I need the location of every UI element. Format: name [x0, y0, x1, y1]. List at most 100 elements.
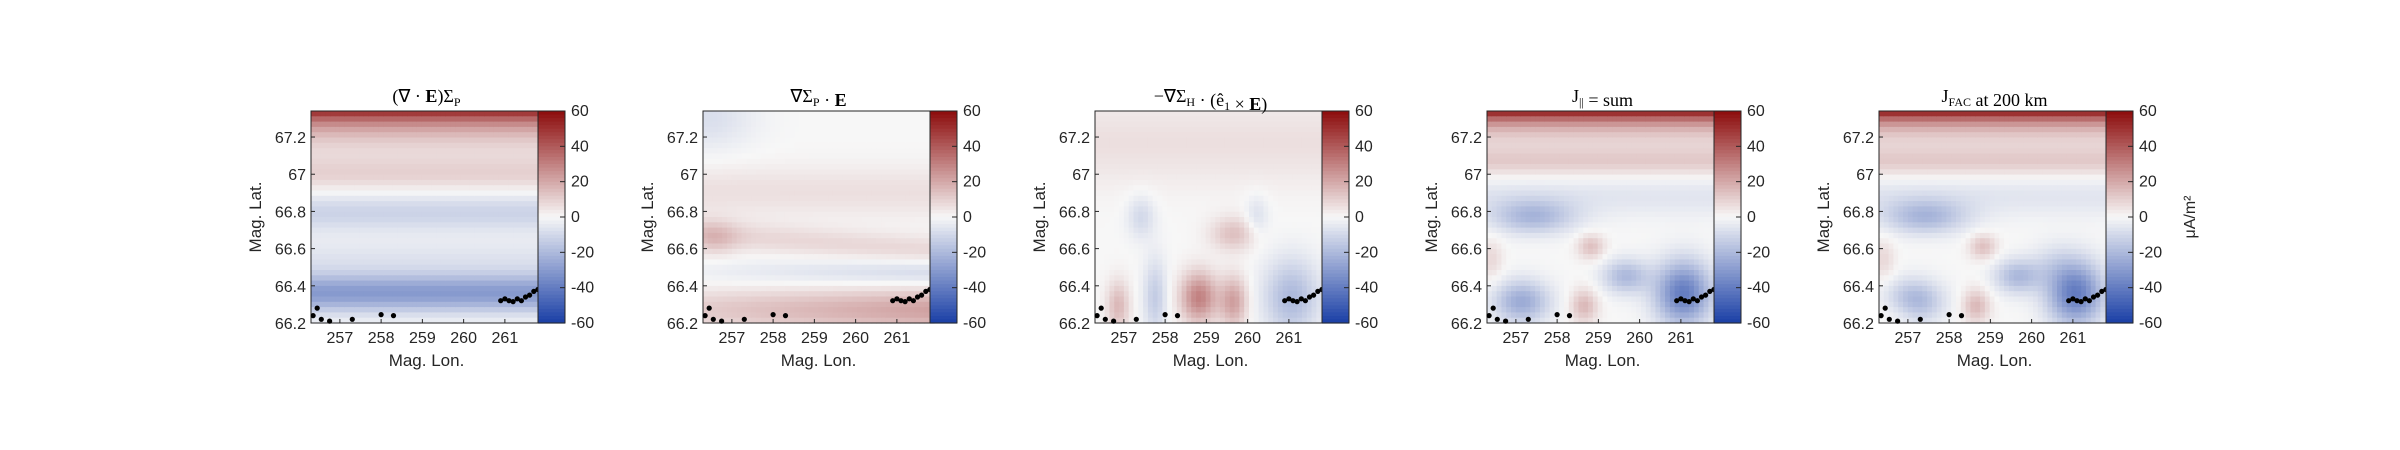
heatmap-cell: [712, 142, 719, 149]
heatmap-cell: [1123, 248, 1130, 255]
heatmap-cell: [703, 211, 709, 218]
heatmap-cell: [325, 126, 331, 133]
heatmap-cell: [823, 158, 829, 165]
heatmap-cell: [402, 190, 408, 197]
heatmap-cell: [823, 190, 829, 197]
heatmap-cell: [828, 222, 834, 229]
heatmap-cell: [1196, 227, 1202, 234]
heatmap-cell: [1109, 185, 1115, 192]
heatmap-cell: [746, 132, 752, 139]
heatmap-cell: [513, 211, 519, 218]
colorbar-band: [538, 273, 565, 278]
heatmap-cell: [871, 232, 877, 239]
heatmap-cell: [919, 137, 925, 144]
heatmap-cell: [818, 206, 824, 213]
heatmap-cell: [1123, 169, 1130, 176]
heatmap-cell: [469, 116, 476, 123]
heatmap-cell: [727, 132, 733, 139]
heatmap-cell: [469, 222, 476, 229]
heatmap-cell: [532, 121, 538, 128]
heatmap-cell: [388, 169, 394, 176]
y-tick-label: 67.2: [275, 130, 306, 147]
heatmap-cell: [479, 264, 485, 271]
heatmap-cell: [818, 164, 824, 170]
heatmap-cell: [373, 206, 379, 213]
heatmap-cell: [315, 121, 322, 128]
heatmap-cell: [455, 264, 461, 271]
heatmap-cell: [1172, 195, 1178, 202]
heatmap-cell: [1095, 275, 1101, 282]
heatmap-cell: [1104, 164, 1111, 170]
heatmap-cell: [866, 222, 873, 229]
heatmap-cell: [1200, 126, 1207, 133]
heatmap-cell: [484, 195, 490, 202]
heatmap-cell: [1191, 169, 1197, 176]
colorbar-band: [930, 227, 957, 232]
heatmap-cell: [789, 254, 796, 260]
heatmap-cell: [368, 142, 375, 149]
heatmap-cell: [335, 116, 341, 123]
heatmap-cell: [866, 238, 873, 245]
heatmap-cell: [445, 195, 452, 202]
heatmap-cell: [881, 142, 887, 149]
heatmap-cell: [881, 285, 887, 292]
heatmap-cell: [881, 174, 887, 181]
heatmap-cell: [857, 164, 863, 170]
heatmap-cell: [842, 270, 848, 276]
heatmap-cell: [876, 307, 882, 313]
station-marker: [318, 316, 324, 322]
heatmap-cell: [818, 275, 824, 282]
heatmap-cell: [344, 137, 351, 144]
heatmap-cell: [349, 275, 355, 282]
heatmap-cell: [1172, 275, 1178, 282]
heatmap-cell: [489, 243, 495, 250]
heatmap-cell: [847, 217, 853, 223]
heatmap-cell: [445, 232, 452, 239]
heatmap-cell: [407, 111, 413, 117]
heatmap-cell: [746, 126, 752, 133]
heatmap-cell: [440, 116, 447, 123]
heatmap-cell: [1114, 169, 1120, 176]
heatmap-cell: [440, 285, 447, 292]
heatmap-cell: [455, 270, 461, 276]
heatmap-cell: [804, 211, 810, 218]
heatmap-cell: [813, 206, 820, 213]
heatmap-cell: [828, 158, 834, 165]
heatmap-cell: [755, 195, 762, 202]
heatmap-cell: [794, 264, 800, 271]
heatmap-cell: [436, 232, 442, 239]
heatmap-cell: [479, 148, 485, 154]
heatmap-cell: [746, 259, 752, 266]
colorbar-band: [538, 209, 565, 215]
heatmap-cell: [832, 111, 839, 117]
heatmap-cell: [1099, 217, 1106, 223]
heatmap-cell: [1128, 264, 1135, 271]
heatmap-cell: [344, 190, 351, 197]
heatmap-cell: [881, 232, 887, 239]
heatmap-cell: [823, 169, 829, 176]
colorbar-band: [930, 181, 957, 186]
heatmap-cell: [746, 217, 752, 223]
heatmap-cell: [828, 132, 834, 139]
heatmap-cell: [1200, 254, 1207, 260]
heatmap-cell: [489, 201, 495, 207]
heatmap-cell: [909, 238, 916, 245]
heatmap-cell: [914, 217, 921, 223]
heatmap-cell: [895, 217, 901, 223]
heatmap-cell: [765, 169, 771, 176]
heatmap-cell: [818, 227, 824, 234]
heatmap-cell: [1095, 259, 1101, 266]
heatmap-cell: [440, 296, 447, 303]
heatmap-cell: [871, 254, 877, 260]
heatmap-cell: [832, 222, 839, 229]
heatmap-cell: [1099, 301, 1106, 308]
heatmap-cell: [765, 291, 771, 298]
heatmap-cell: [1191, 195, 1197, 202]
heatmap-cell: [426, 185, 432, 192]
heatmap-cell: [1162, 116, 1168, 123]
heatmap-cell: [1176, 132, 1183, 139]
heatmap-cell: [1095, 116, 1101, 123]
heatmap-cell: [861, 111, 868, 117]
heatmap-cell: [914, 158, 921, 165]
heatmap-cell: [455, 280, 461, 287]
